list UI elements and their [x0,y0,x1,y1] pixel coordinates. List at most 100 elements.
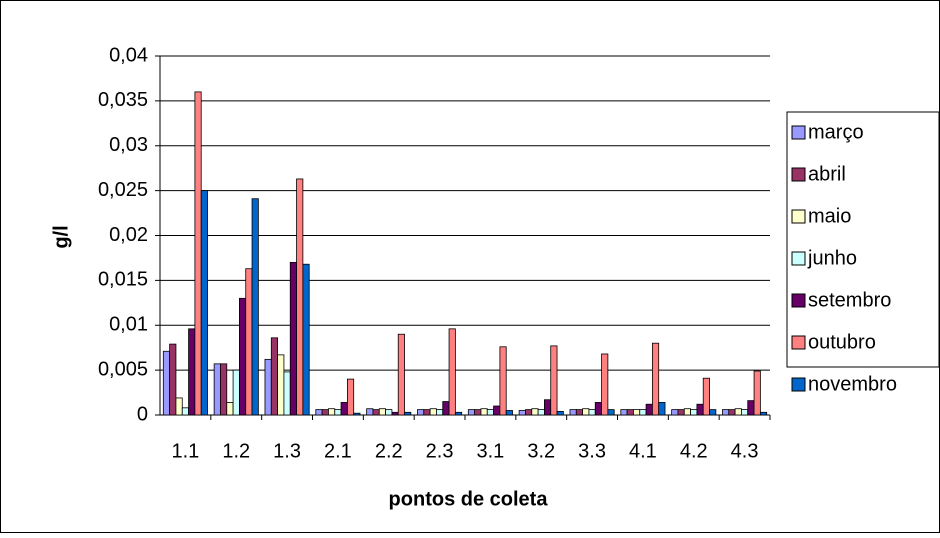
x-tick-label: 4.2 [680,440,708,462]
y-tick-label: 0,025 [98,179,148,201]
bar [423,409,431,416]
bar [372,409,380,416]
bar [677,409,685,416]
bar [270,337,279,416]
y-tick-label: 0,03 [109,134,148,156]
y-tick-label: 0,005 [98,358,148,380]
legend-swatch [791,209,806,224]
bar [328,408,336,416]
bar [366,408,374,416]
y-tick-label: 0,01 [109,314,148,336]
legend-label: outubro [808,331,876,353]
bar [709,409,717,416]
bar [194,91,202,416]
bar [480,408,488,416]
bar [550,345,558,416]
bar [734,408,742,416]
bar [429,408,437,416]
x-tick-label: 3.1 [477,440,505,462]
bar [417,409,425,416]
legend-label: março [808,121,864,143]
bar [283,371,291,416]
bar [671,409,679,416]
x-tick-label: 1.2 [222,440,250,462]
bar [277,354,285,416]
bar [378,408,386,416]
y-tick-label: 0,04 [109,44,148,66]
legend-label: junho [807,247,857,269]
bar [220,363,228,416]
bar [169,343,177,416]
bar [302,263,310,416]
bar [626,409,634,416]
bar [493,405,501,416]
x-tick-label: 4.1 [629,440,657,462]
legend-swatch [791,167,806,182]
bar [486,409,494,416]
bar [747,400,755,416]
x-tick-label: 2.3 [426,440,454,462]
y-tick-label: 0,02 [109,224,148,246]
bar [436,409,444,416]
x-tick-label: 2.2 [375,440,403,462]
bar [296,178,304,416]
bar [575,409,584,416]
y-tick-label: 0,015 [98,269,148,291]
legend-swatch [791,125,806,140]
bar [353,412,361,416]
bar [162,350,171,416]
bar [245,268,253,416]
y-tick-label: 0 [137,403,148,425]
bar [601,353,609,416]
bar [289,262,297,416]
bar [232,369,240,416]
bar [696,403,704,416]
bar [200,190,208,416]
x-tick-label: 3.3 [578,440,606,462]
legend-label: maio [808,205,851,227]
bar [645,403,653,416]
bar [741,409,749,416]
bar [499,346,507,416]
bar [340,402,348,416]
legend-label: abril [808,163,846,185]
bar [505,410,513,416]
bar [518,410,526,416]
bar [385,409,393,416]
bar [525,409,533,416]
bar [315,409,323,416]
bar [454,411,463,416]
bar [753,370,761,416]
x-tick-label: 2.1 [324,440,352,462]
legend-swatch [791,335,806,350]
bar [404,411,412,416]
bar [582,408,590,416]
bar [702,377,710,416]
bar [467,409,476,416]
legend-label: novembro [808,373,897,395]
bar [181,407,189,416]
bar [251,198,259,416]
bar [633,409,641,416]
legend-box [786,111,940,368]
bar [188,328,196,416]
bar [391,411,399,416]
bar [556,411,564,416]
bar [346,378,355,416]
x-tick-label: 4.3 [731,440,759,462]
bar [442,401,450,416]
bar [537,409,545,416]
bar [639,409,647,416]
bar [651,342,660,416]
legend-swatch [791,251,806,266]
legend-swatch [791,377,806,392]
bar [448,328,456,416]
bar [759,411,768,416]
bar [321,409,329,416]
bar [620,409,628,416]
bar [588,409,596,416]
bar [683,408,691,416]
x-axis-title: pontos de coleta [389,488,549,510]
